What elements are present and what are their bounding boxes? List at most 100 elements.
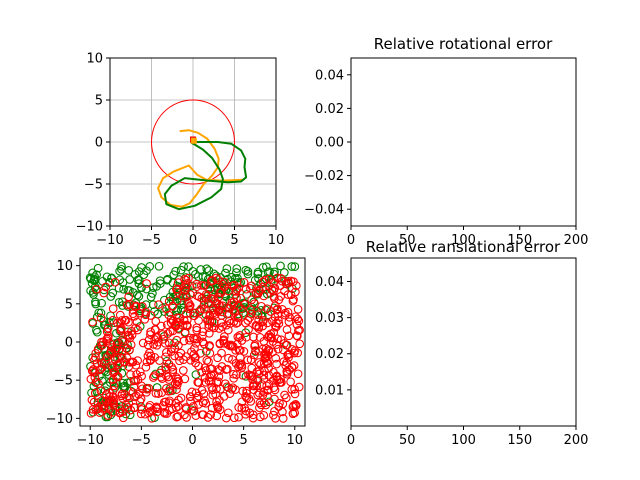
landmark-point-red: [232, 293, 241, 303]
landmark-point-red: [91, 353, 100, 362]
landmark-point-red: [172, 377, 182, 386]
landmark-point-red: [291, 399, 300, 409]
landmark-point-red: [93, 344, 103, 354]
landmark-point-red: [109, 381, 119, 391]
landmark-point-red: [251, 346, 260, 355]
landmark-point-red: [204, 323, 214, 332]
landmark-point-green: [131, 298, 141, 308]
y-tick-label: −10: [46, 412, 73, 427]
landmark-point-red: [182, 292, 191, 302]
landmark-point-red: [199, 304, 209, 314]
landmark-point-red: [87, 395, 97, 405]
landmark-point-red: [180, 274, 189, 284]
landmark-point-red: [232, 339, 242, 349]
landmark-point-green: [232, 268, 241, 277]
landmark-point-green: [137, 263, 146, 272]
landmark-point-red: [141, 362, 151, 372]
landmark-point-red: [138, 384, 147, 394]
landmark-point-red: [200, 396, 209, 405]
landmark-point-red: [137, 405, 147, 414]
landmark-point-red: [252, 367, 262, 377]
landmark-point-red: [143, 340, 153, 350]
landmark-point-red: [223, 340, 233, 350]
landmark-point-red: [122, 353, 132, 363]
x-tick-label: 100: [451, 233, 476, 248]
landmark-point-red: [271, 321, 280, 331]
y-tick-label: 5: [65, 297, 73, 312]
landmark-point-red: [198, 327, 208, 337]
landmark-point-green: [243, 269, 253, 279]
landmark-point-red: [133, 356, 142, 365]
landmark-point-red: [209, 323, 219, 333]
landmark-point-red: [135, 367, 145, 377]
landmark-point-green: [91, 299, 101, 309]
landmark-point-red: [258, 317, 267, 327]
landmark-point-red: [199, 339, 209, 349]
landmark-point-green: [117, 264, 126, 274]
landmark-point-red: [284, 350, 293, 359]
landmark-point-red: [251, 321, 261, 330]
landmark-point-red: [189, 350, 199, 359]
landmark-point-red: [266, 332, 276, 342]
landmark-point-green: [242, 290, 252, 299]
landmark-point-red: [175, 356, 184, 366]
landmark-point-red: [150, 371, 159, 381]
landmark-point-red: [168, 365, 178, 374]
landmark-point-red: [127, 330, 137, 340]
landmark-point-red: [163, 329, 173, 338]
landmark-point-red: [207, 403, 217, 413]
robot-marker: [190, 137, 197, 144]
landmark-point-green: [233, 273, 242, 283]
landmark-point-red: [277, 305, 287, 314]
landmark-point-red: [197, 281, 206, 290]
landmark-point-red: [223, 408, 233, 418]
landmark-point-red: [248, 413, 258, 423]
landmark-point-green: [119, 284, 128, 294]
landmark-point-green: [117, 261, 126, 271]
y-tick-label: −5: [84, 178, 103, 193]
landmark-point-red: [288, 409, 298, 419]
landmark-point-red: [270, 385, 280, 395]
landmark-point-red: [270, 301, 280, 310]
y-tick-label: −10: [76, 220, 103, 235]
landmark-point-red: [160, 409, 170, 418]
landmark-point-red: [215, 338, 225, 348]
landmark-point-red: [253, 310, 263, 319]
landmark-point-green: [146, 292, 156, 302]
landmark-point-red: [182, 309, 191, 319]
landmark-scatter-panel: −10 −5 0 5 10 −10 −5 0 5 10: [46, 257, 306, 448]
y-tick-label: 0.04: [315, 275, 344, 290]
landmark-point-red: [197, 304, 206, 314]
landmark-point-red: [117, 346, 127, 356]
landmark-point-red: [194, 400, 203, 409]
landmark-point-green: [227, 272, 237, 282]
landmark-point-red: [242, 388, 251, 398]
landmark-point-red: [263, 318, 272, 328]
landmark-point-red: [157, 388, 167, 398]
landmark-point-red: [213, 403, 223, 413]
landmark-point-green: [114, 283, 124, 293]
landmark-point-red: [164, 338, 174, 348]
landmark-point-red: [155, 368, 165, 378]
landmark-point-red: [196, 348, 205, 358]
landmark-point-green: [196, 265, 206, 274]
landmark-point-red: [241, 318, 250, 328]
landmark-point-red: [162, 304, 171, 314]
landmark-point-red: [211, 309, 220, 319]
landmark-point-red: [209, 369, 219, 379]
landmark-point-green: [221, 268, 230, 278]
landmark-point-red: [290, 384, 299, 394]
x-tick-label: 5: [239, 433, 247, 448]
landmark-point-red: [129, 382, 139, 392]
y-tick-label: 5: [95, 94, 103, 109]
landmark-point-red: [250, 340, 260, 350]
landmark-point-red: [102, 334, 112, 344]
landmark-point-red: [290, 389, 300, 399]
landmark-point-red: [153, 337, 163, 347]
y-tick-label: 0.00: [315, 136, 344, 151]
landmark-point-red: [94, 379, 103, 389]
landmark-point-red: [257, 301, 266, 311]
landmark-point-red: [205, 342, 214, 351]
y-tick-label: −5: [54, 374, 73, 389]
